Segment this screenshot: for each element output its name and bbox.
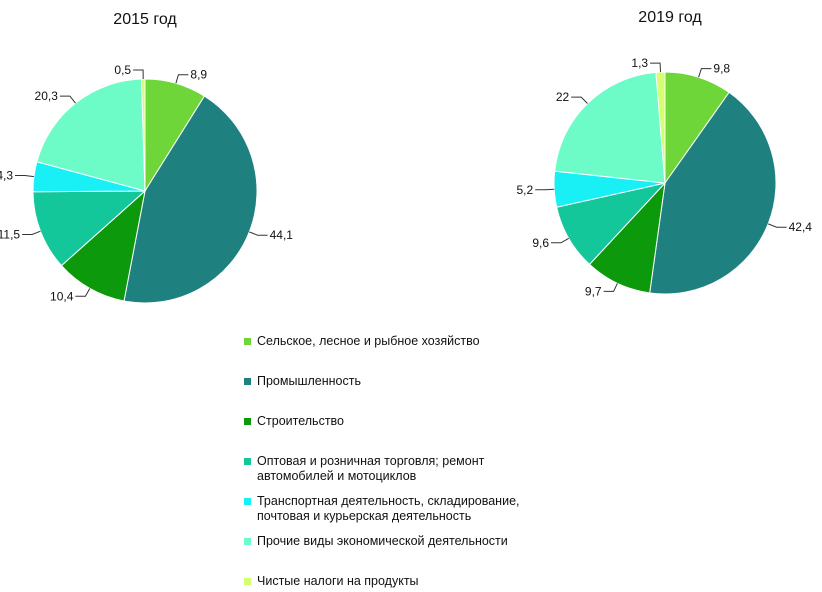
legend-swatch-trade	[244, 458, 251, 465]
legend-item-other: Прочие виды экономической деятельности	[244, 534, 508, 549]
slice-label-2015-trade: 11,5	[0, 228, 20, 242]
slice-label-2015-transport: 4,3	[0, 169, 13, 183]
leader-line-2019-industry	[768, 223, 787, 228]
slice-label-2015-net-taxes: 0,5	[114, 63, 131, 77]
slice-label-2019-transport: 5,2	[517, 183, 534, 197]
legend-swatch-construction	[244, 418, 251, 425]
legend-item-construction: Строительство	[244, 414, 344, 429]
slice-label-2019-agriculture: 9,8	[713, 62, 730, 76]
slice-label-2015-other: 20,3	[35, 89, 59, 103]
pie-slice-2019-other	[554, 71, 666, 184]
legend-item-transport: Транспортная деятельность, складирование…	[244, 494, 520, 524]
leader-line-2015-construction	[75, 288, 91, 297]
legend-swatch-net-taxes	[244, 578, 251, 585]
legend-label-construction: Строительство	[257, 414, 344, 428]
legend-label-transport: Транспортная деятельность, складирование…	[257, 494, 520, 523]
legend-swatch-industry	[244, 378, 251, 385]
pie-slice-2015-other	[36, 78, 146, 192]
leader-line-2019-other	[571, 96, 588, 104]
pie-chart-2015: 2015 год 8,9 44,1 10,4 11,5 4,3 20,3 0,5	[0, 11, 294, 304]
slice-label-2019-construction: 9,7	[585, 284, 602, 298]
pie-chart-2019: 2019 год 9,8 42,4 9,7 9,6 5,2 22 1,3	[517, 9, 813, 298]
legend-item-agriculture: Сельское, лесное и рыбное хозяйство	[244, 334, 480, 349]
legend-label-other: Прочие виды экономической деятельности	[257, 534, 508, 548]
chart-title-2019: 2019 год	[638, 9, 702, 26]
pie-slice-2015-net-taxes	[140, 78, 146, 192]
leader-line-2015-transport	[15, 175, 34, 178]
legend-item-trade: Оптовая и розничная торговля; ремонт авт…	[244, 454, 484, 484]
leader-line-2015-industry	[249, 231, 268, 236]
leader-line-2015-trade	[22, 230, 41, 235]
legend-label-trade: Оптовая и розничная торговля; ремонт авт…	[257, 454, 485, 483]
legend-label-agriculture: Сельское, лесное и рыбное хозяйство	[257, 334, 480, 348]
slice-label-2019-industry: 42,4	[789, 220, 813, 234]
legend-label-net-taxes: Чистые налоги на продукты	[257, 574, 419, 588]
slice-label-2015-agriculture: 8,9	[190, 68, 207, 82]
pie-slice-2015-industry	[123, 95, 258, 304]
chart-title-2015: 2015 год	[113, 11, 177, 28]
legend-swatch-agriculture	[244, 338, 251, 345]
leader-line-2019-net-taxes	[650, 62, 661, 73]
pie-slice-2019-industry	[649, 91, 777, 295]
legend-label-industry: Промышленность	[257, 374, 361, 388]
legend-swatch-transport	[244, 498, 251, 505]
slice-label-2015-construction: 10,4	[50, 289, 74, 303]
legend-item-net-taxes: Чистые налоги на продукты	[244, 574, 419, 589]
slice-label-2019-other: 22	[556, 90, 570, 104]
legend-swatch-other	[244, 538, 251, 545]
leader-line-2019-construction	[603, 283, 618, 292]
leader-line-2015-other	[59, 95, 76, 104]
leader-line-2019-trade	[551, 237, 570, 244]
leader-line-2019-transport	[535, 188, 555, 191]
leader-line-2015-net-taxes	[133, 69, 144, 80]
legend-item-industry: Промышленность	[244, 374, 361, 389]
slice-label-2015-industry: 44,1	[270, 228, 294, 242]
pie-slice-2015-construction	[60, 189, 146, 302]
leader-line-2019-agriculture	[698, 68, 712, 78]
slice-label-2019-trade: 9,6	[532, 236, 549, 250]
leader-line-2015-agriculture	[175, 74, 189, 84]
slice-label-2019-net-taxes: 1,3	[631, 56, 648, 70]
